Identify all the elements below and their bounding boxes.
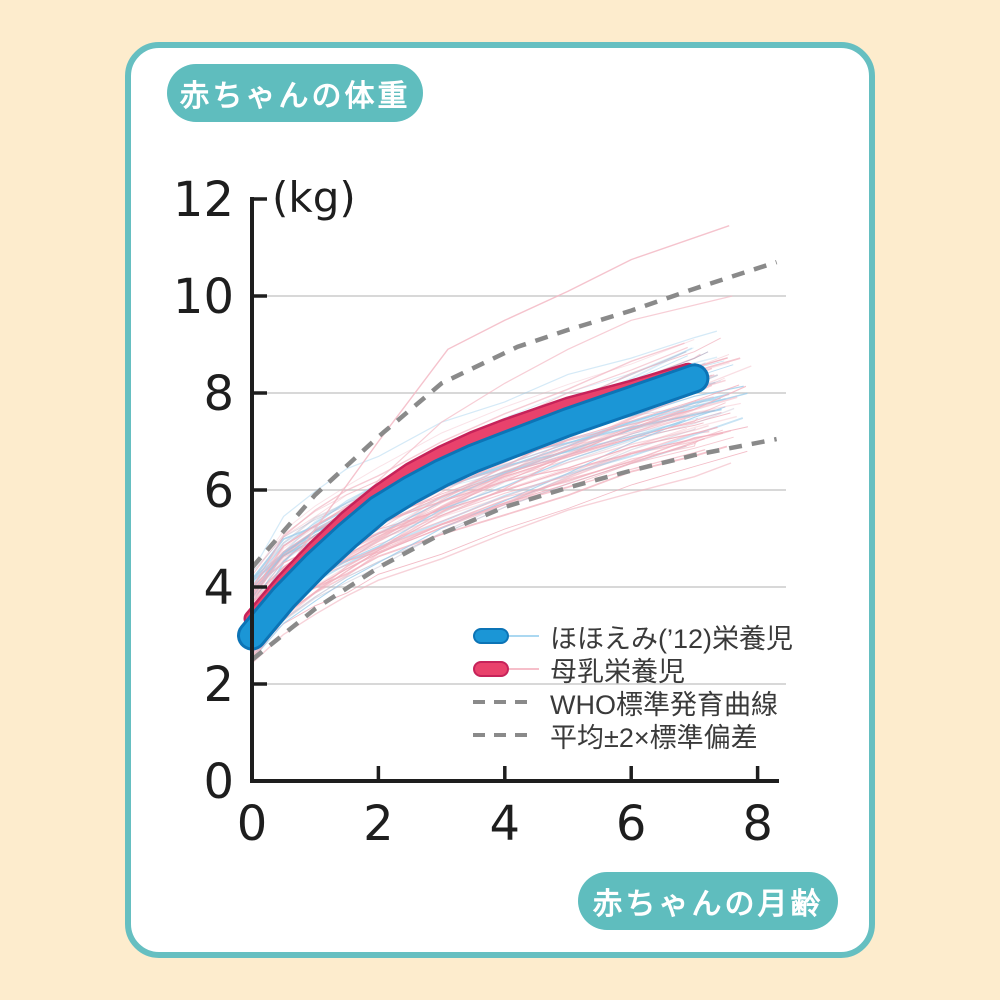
baby-growth-line	[251, 462, 732, 664]
y-tick-label: 0	[203, 754, 234, 810]
y-tick-label: 6	[203, 463, 234, 519]
legend-item-who-curve: WHO標準発育曲線	[473, 690, 793, 720]
weight-title-text: 赤ちゃんの体重	[179, 80, 411, 113]
x-tick-label: 2	[363, 796, 394, 852]
y-axis-unit-label: (kg)	[272, 173, 356, 222]
x-tick-label: 6	[616, 796, 647, 852]
legend-label-hohoemi: ほほえみ(’12)栄養児	[550, 623, 794, 654]
legend-item-sd-band: 平均±2×標準偏差	[473, 723, 793, 753]
baby-growth-line	[251, 339, 695, 576]
thin-pink-line-icon	[509, 667, 539, 671]
baby-growth-line	[251, 385, 747, 654]
hohoemi-line-swatch	[473, 628, 539, 644]
y-tick-label: 8	[203, 366, 234, 422]
baby-growth-line	[251, 384, 713, 661]
weight-title-badge: 赤ちゃんの体重	[167, 64, 423, 122]
pink-pill-icon	[473, 661, 509, 677]
y-tick-label: 10	[173, 269, 234, 325]
x-tick-label: 0	[237, 796, 268, 852]
legend-label-breastfed: 母乳栄養児	[550, 656, 685, 687]
y-tick-label: 4	[203, 560, 234, 616]
x-tick-label: 8	[742, 796, 773, 852]
dashed-sd-curve	[250, 259, 778, 570]
y-tick-label: 12	[173, 172, 234, 228]
breastfed-line-swatch	[473, 661, 539, 677]
series-curves	[237, 362, 710, 651]
y-tick-label: 2	[203, 657, 234, 713]
legend-item-hohoemi: ほほえみ(’12)栄養児	[473, 624, 793, 654]
baby-growth-line	[251, 342, 685, 589]
baby-growth-line	[251, 450, 748, 651]
dashed-line-swatch	[473, 699, 535, 705]
dashed-line-swatch	[473, 732, 535, 738]
axes	[250, 197, 779, 783]
dashed-sd-curves	[250, 259, 778, 662]
tick-labels: 0 2 4 6 8 10 12 0 2 4 6 8 (kg)	[173, 172, 773, 852]
legend-label-who-curve: WHO標準発育曲線	[550, 689, 778, 720]
baby-growth-line-outlier	[251, 225, 730, 622]
legend-label-sd-band: 平均±2×標準偏差	[550, 722, 758, 753]
series-line-0	[240, 366, 707, 648]
dashed-sd-curve	[250, 436, 778, 662]
blue-pill-icon	[473, 628, 509, 644]
age-axis-badge: 赤ちゃんの月齢	[578, 872, 838, 930]
legend-item-breastfed: 母乳栄養児	[473, 657, 793, 687]
baby-growth-line	[251, 406, 726, 661]
age-axis-text: 赤ちゃんの月齢	[592, 888, 824, 921]
x-tick-label: 4	[490, 796, 521, 852]
thin-blue-line-icon	[509, 634, 539, 638]
chart-legend: ほほえみ(’12)栄養児 母乳栄養児 WHO標準発育曲線 平均±2×標準偏差	[473, 624, 793, 756]
